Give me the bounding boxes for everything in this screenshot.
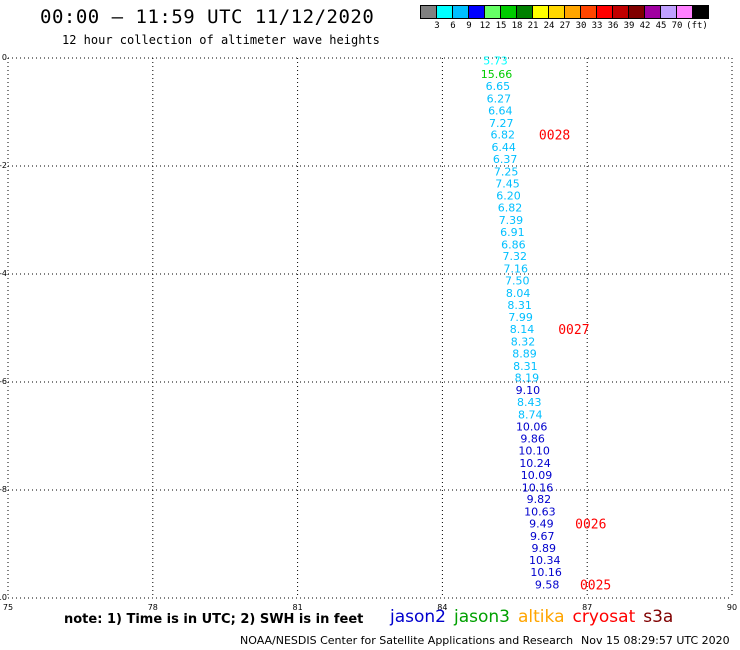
chart-title: 00:00 – 11:59 UTC 11/12/2020	[40, 6, 375, 28]
wave-height-value: 7.32	[503, 250, 528, 263]
wave-height-value: 15.66	[481, 68, 513, 81]
legend-label: 39	[623, 21, 635, 31]
legend-label: 6	[450, 21, 456, 31]
wave-height-value: 7.99	[508, 311, 533, 324]
wave-height-value: 10.63	[524, 506, 556, 519]
legend-label: (ft)	[686, 21, 708, 31]
wave-height-value: 10.06	[516, 420, 548, 433]
time-label: 0027	[558, 323, 589, 338]
legend-label: 18	[511, 21, 523, 31]
wave-height-value: 8.89	[512, 347, 537, 360]
satellite-label: cryosat	[572, 607, 636, 627]
wave-height-value: 9.82	[527, 493, 552, 506]
wave-height-value: 6.20	[496, 190, 521, 203]
wave-height-value: 7.27	[489, 117, 514, 130]
wave-height-value: 9.86	[520, 433, 545, 446]
satellite-label: jason3	[454, 607, 510, 627]
wave-height-value: 9.89	[532, 542, 557, 555]
wave-height-value: 10.24	[519, 457, 551, 470]
wave-height-value: 10.10	[518, 445, 550, 458]
x-tick-label: 75	[3, 603, 13, 612]
wave-height-value: 8.31	[507, 299, 532, 312]
legend-label: 45	[655, 21, 667, 31]
time-label: 0028	[539, 129, 570, 144]
wave-height-value: 8.31	[513, 360, 538, 373]
y-tick-label: -4	[0, 269, 7, 278]
y-tick-label: -6	[0, 377, 7, 386]
legend-swatches	[420, 5, 740, 19]
wave-height-value: 6.37	[493, 153, 518, 166]
wave-height-value: 7.16	[504, 263, 529, 276]
legend-swatch	[692, 5, 709, 19]
wave-height-value: 9.67	[530, 530, 555, 543]
wave-height-value: 7.25	[494, 165, 519, 178]
legend-label: 12	[479, 21, 491, 31]
legend-label: 15	[495, 21, 507, 31]
wave-height-value: 9.58	[535, 579, 560, 592]
wave-height-value: 6.44	[491, 141, 516, 154]
y-tick-label: -10	[0, 593, 7, 602]
wave-height-value: 6.64	[488, 104, 513, 117]
legend-label: 42	[639, 21, 651, 31]
wave-height-value: 8.32	[511, 336, 536, 349]
wave-height-value: 7.50	[505, 274, 530, 287]
wave-height-value: 10.16	[522, 481, 554, 494]
legend-label: 3	[434, 21, 440, 31]
wave-height-value: 9.49	[529, 517, 554, 530]
credit-line: NOAA/NESDIS Center for Satellite Applica…	[240, 634, 574, 647]
generated-timestamp: Nov 15 08:29:57 UTC 2020	[581, 634, 730, 647]
satellite-legend: jason2 jason3 altika cryosat s3a	[390, 607, 681, 627]
legend-label: 36	[607, 21, 619, 31]
x-tick-label: 90	[727, 603, 737, 612]
wave-height-value: 6.82	[498, 202, 523, 215]
satellite-label: s3a	[643, 607, 674, 627]
wave-height-value: 5.73	[483, 55, 508, 68]
legend-label: 70	[671, 21, 683, 31]
satellite-label: jason2	[390, 607, 446, 627]
wave-height-value: 8.19	[515, 372, 540, 385]
legend-label: 27	[559, 21, 571, 31]
wave-height-value: 7.45	[495, 177, 520, 190]
time-label: 0026	[575, 517, 606, 532]
legend-label: 33	[591, 21, 603, 31]
x-tick-label: 87	[582, 603, 592, 612]
wave-height-value: 9.10	[516, 384, 541, 397]
wave-height-value: 10.16	[530, 566, 562, 579]
legend-label: 24	[543, 21, 555, 31]
wave-height-value: 6.86	[501, 238, 526, 251]
wave-height-value: 6.82	[490, 129, 515, 142]
footnote: note: 1) Time is in UTC; 2) SWH is in fe…	[64, 612, 364, 627]
color-legend: 3 6 9 12 15 18 21 24 27 30 33 36 39 42 45 70 (ft)	[420, 5, 740, 31]
wave-height-value: 10.34	[529, 554, 561, 567]
wave-height-value: 8.14	[510, 323, 535, 336]
y-tick-label: 0	[2, 53, 7, 62]
wave-height-value: 6.91	[500, 226, 525, 239]
wave-height-value: 7.39	[499, 214, 524, 227]
y-tick-label: -2	[0, 161, 7, 170]
x-tick-label: 81	[293, 603, 303, 612]
legend-label: 30	[575, 21, 587, 31]
legend-label: 21	[527, 21, 539, 31]
wave-height-value: 8.04	[506, 287, 531, 300]
legend-labels: 3 6 9 12 15 18 21 24 27 30 33 36 39 42 45 70 (ft)	[421, 19, 740, 31]
wave-height-value: 6.27	[487, 93, 512, 106]
wave-height-value: 6.65	[486, 80, 511, 93]
wave-height-value: 10.09	[521, 469, 553, 482]
satellite-label: altika	[518, 607, 565, 627]
x-tick-label: 78	[148, 603, 158, 612]
y-tick-label: -8	[0, 485, 7, 494]
time-label: 0025	[580, 579, 611, 594]
x-tick-label: 84	[437, 603, 447, 612]
wave-height-value: 8.43	[517, 396, 542, 409]
legend-label: 9	[466, 21, 472, 31]
wave-height-value: 8.74	[518, 408, 543, 421]
chart-subtitle: 12 hour collection of altimeter wave hei…	[62, 33, 380, 47]
